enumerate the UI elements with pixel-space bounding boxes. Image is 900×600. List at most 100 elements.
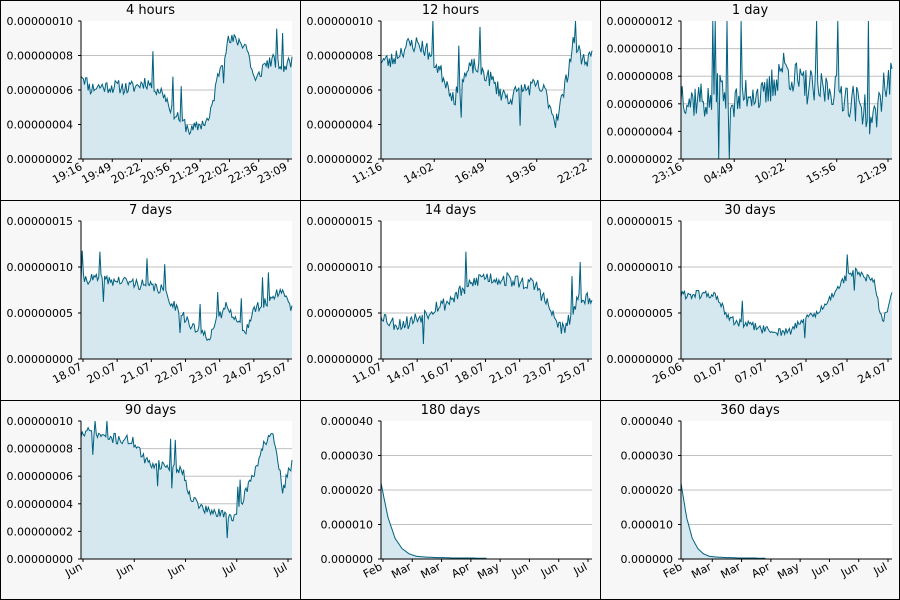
chart-panel: 90 days 0.00000000 0.00000002 0.00000004 0.0… (0, 400, 301, 600)
y-tick-label: 0.00000012 (607, 15, 673, 28)
axes (380, 21, 592, 160)
y-tick-label: 0.00000004 (607, 125, 673, 138)
chart-panel: 12 hours 0.00000002 0.00000004 0.00000006 0.… (300, 0, 601, 201)
y-tick-label: 0.000030 (321, 450, 374, 463)
axes (80, 21, 292, 160)
x-tick-label: Jun (509, 560, 531, 580)
y-tick-label: 0.000010 (321, 519, 374, 532)
axes (680, 421, 892, 560)
series-area (381, 483, 487, 559)
x-tick-label: 15:56 (804, 160, 838, 186)
y-tick-label: 0.000000 (621, 553, 674, 566)
y-tick-label: 0.00000010 (607, 43, 673, 56)
x-tick-label: 04:49 (702, 160, 736, 186)
y-tick-label: 0.000020 (321, 484, 374, 497)
y-tick-label: 0.000040 (621, 415, 674, 428)
series-line (380, 482, 487, 559)
x-tick-label: 24.07 (855, 360, 889, 386)
x-tick-label: 23.07 (521, 360, 555, 386)
y-tick-label: 0.000040 (321, 415, 374, 428)
chart-panel: 1 day 0.00000002 0.00000004 0.00000006 0.000… (600, 0, 900, 201)
series-line (680, 20, 893, 160)
y-tick-label: 0.00000000 (307, 353, 373, 366)
x-tick-label: 19:49 (80, 160, 114, 186)
y-tick-label: 0.00000002 (307, 153, 373, 166)
x-tick-label: Jul (271, 560, 290, 578)
x-tick-label: Jun (838, 560, 860, 580)
x-tick-label: 25.07 (555, 360, 589, 386)
y-tick-label: 0.00000005 (607, 307, 673, 320)
chart-svg: 0.00000000 0.00000005 0.00000010 0.00000015… (7, 215, 293, 386)
y-tick-label: 0.00000000 (607, 353, 673, 366)
x-tick-label: 13.07 (773, 360, 807, 386)
x-tick-label: May (475, 560, 502, 582)
x-tick-label: 14:02 (402, 160, 436, 186)
y-tick-label: 0.00000000 (7, 553, 73, 566)
series-line (80, 28, 293, 136)
y-tick-label: 0.00000004 (7, 119, 73, 132)
y-tick-label: 0.00000000 (7, 353, 73, 366)
series-area (681, 254, 892, 359)
chart-title: 360 days (720, 403, 780, 418)
x-tick-label: 14.07 (385, 360, 419, 386)
x-tick-label: 21:29 (855, 160, 889, 186)
x-tick-label: Jun (165, 560, 187, 580)
series-area (681, 21, 892, 159)
x-tick-label: Apr (449, 560, 472, 581)
x-tick-label: 22:22 (555, 160, 589, 186)
chart-svg: 0.00000000 0.00000005 0.00000010 0.00000015… (607, 215, 893, 386)
x-tick-label: Mar (389, 560, 414, 581)
y-tick-label: 0.00000010 (307, 15, 373, 28)
x-tick-label: 10:22 (753, 160, 787, 186)
chart-panel: 180 days 0.000000 0.000010 0.000020 0.000030… (300, 400, 601, 600)
x-tick-label: 20:22 (109, 160, 143, 186)
x-tick-label: Jul (219, 560, 238, 578)
axes (80, 421, 292, 560)
y-tick-label: 0.00000015 (7, 215, 73, 228)
y-tick-label: 0.00000005 (307, 307, 373, 320)
series-line (680, 254, 893, 339)
chart-svg: 0.00000002 0.00000004 0.00000006 0.00000008… (307, 15, 593, 187)
x-tick-label: 01.07 (691, 360, 725, 386)
y-tick-label: 0.00000015 (607, 215, 673, 228)
y-tick-label: 0.00000015 (307, 215, 373, 228)
x-tick-label: 22:36 (226, 160, 260, 186)
chart-panel: 7 days 0.00000000 0.00000005 0.00000010 0.00… (0, 200, 301, 401)
series-area (81, 250, 292, 359)
y-tick-label: 0.00000008 (607, 70, 673, 83)
x-tick-label: 24.07 (221, 360, 255, 386)
y-tick-label: 0.00000010 (307, 261, 373, 274)
x-tick-label: Jul (571, 560, 590, 578)
x-tick-label: Jul (871, 560, 890, 578)
y-tick-label: 0.00000010 (607, 261, 673, 274)
y-tick-label: 0.00000004 (307, 119, 373, 132)
y-tick-label: 0.00000010 (7, 261, 73, 274)
y-tick-label: 0.00000006 (7, 84, 73, 97)
y-tick-label: 0.00000002 (7, 153, 73, 166)
series-area (381, 251, 592, 359)
x-tick-label: 16.07 (419, 360, 453, 386)
chart-panel: 14 days 0.00000000 0.00000005 0.00000010 0.0… (300, 200, 601, 401)
chart-svg: 0.00000000 0.00000005 0.00000010 0.00000015… (307, 215, 593, 386)
x-tick-label: May (775, 560, 802, 582)
chart-svg: 0.000000 0.000010 0.000020 0.000030 0.000040… (621, 415, 892, 582)
chart-title: 7 days (128, 203, 173, 218)
series-area (81, 28, 292, 160)
y-tick-label: 0.00000010 (7, 415, 73, 428)
chart-title: 4 hours (126, 3, 175, 18)
y-tick-label: 0.00000005 (7, 307, 73, 320)
y-tick-label: 0.000020 (621, 484, 674, 497)
y-tick-label: 0.00000002 (607, 153, 673, 166)
chart-svg: 0.00000002 0.00000004 0.00000006 0.00000008… (7, 15, 293, 187)
x-tick-label: 19.07 (814, 360, 848, 386)
chart-title: 1 day (731, 3, 769, 18)
chart-panel: 30 days 0.00000000 0.00000005 0.00000010 0.0… (600, 200, 900, 401)
chart-title: 30 days (724, 203, 776, 218)
y-tick-label: 0.00000006 (307, 84, 373, 97)
chart-title: 12 hours (421, 3, 480, 18)
y-tick-label: 0.000010 (621, 519, 674, 532)
y-tick-label: 0.00000006 (607, 98, 673, 111)
series-line (80, 420, 293, 539)
x-tick-label: Mar (419, 560, 444, 581)
x-tick-label: Mar (689, 560, 714, 581)
